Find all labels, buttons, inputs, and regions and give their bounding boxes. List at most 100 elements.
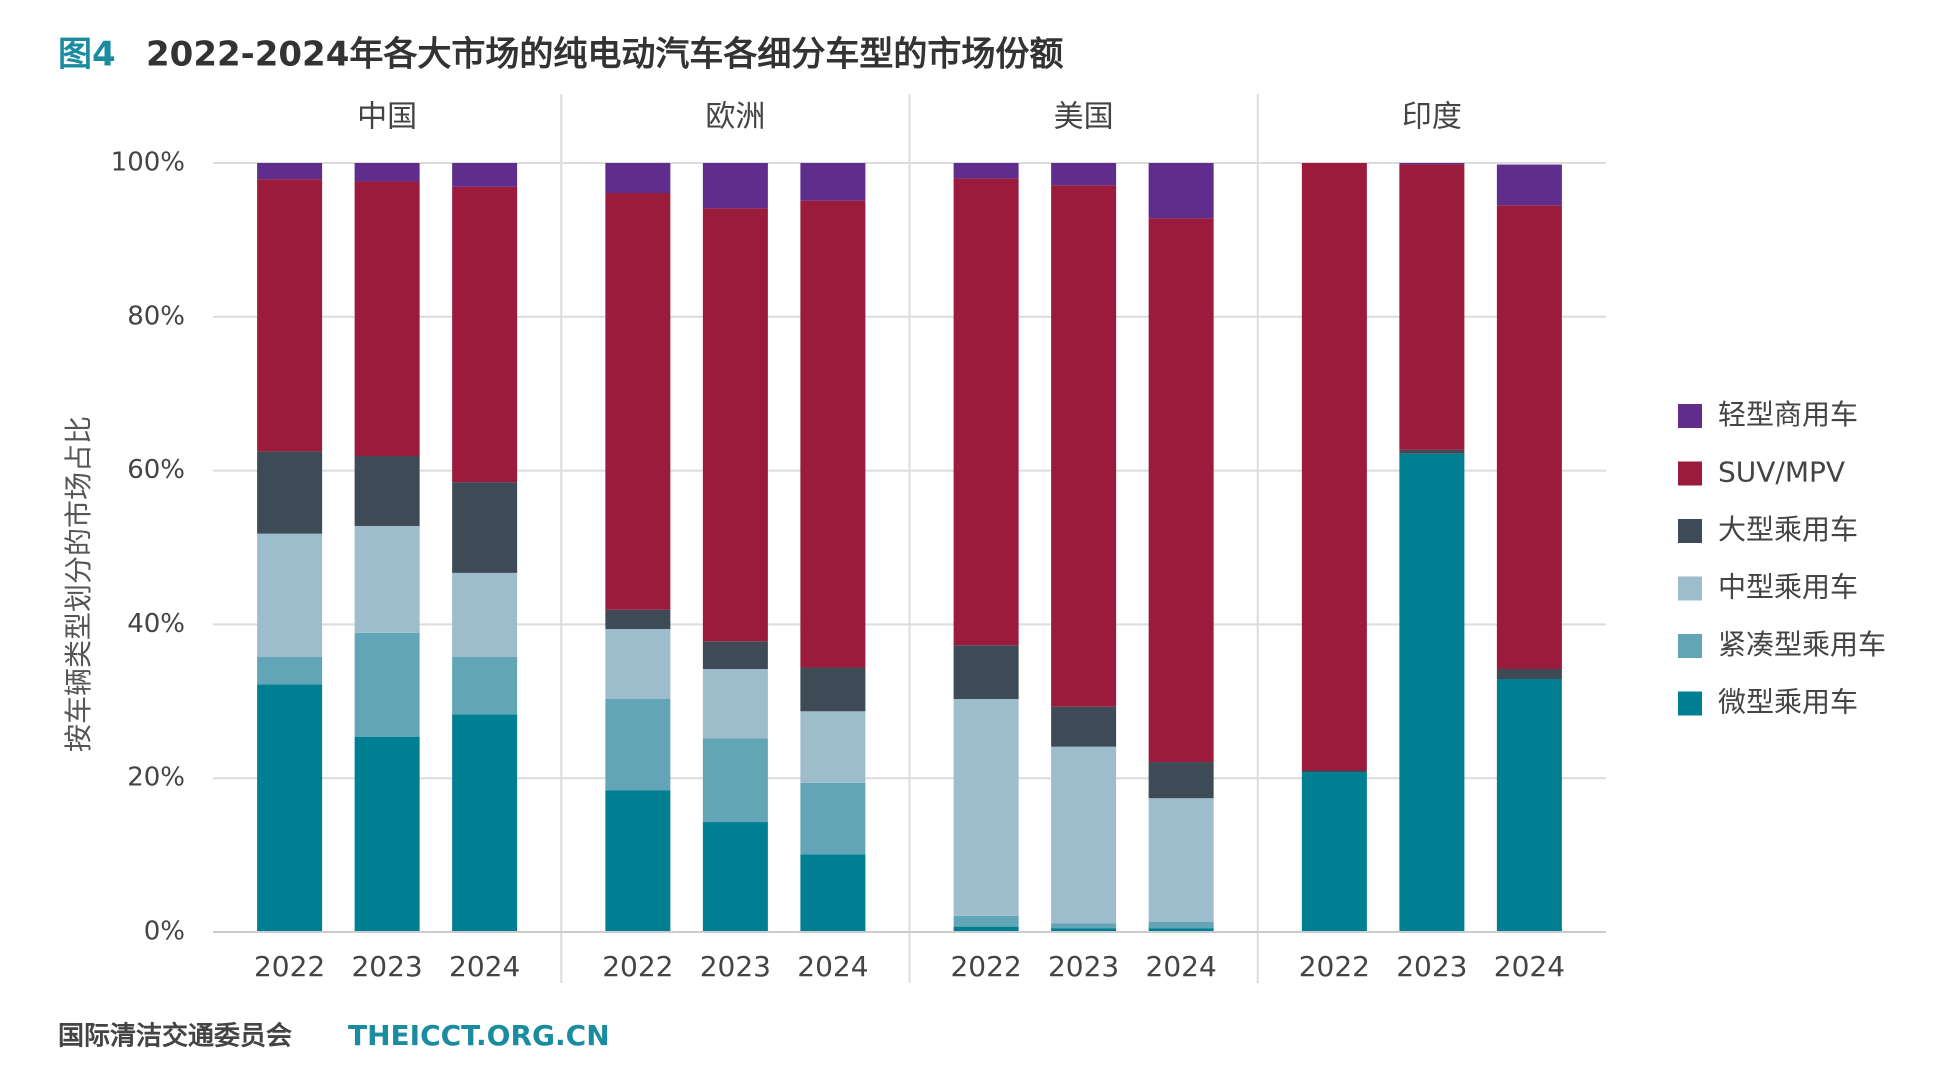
bar-segment	[1496, 678, 1562, 932]
bar-segment	[452, 163, 518, 187]
group-label: 欧洲	[705, 100, 765, 135]
bar-segment	[1051, 185, 1117, 707]
chart-title: 2022-2024年各大市场的纯电动汽车各细分车型的市场份额	[146, 35, 1063, 75]
bar-segment	[1148, 928, 1214, 932]
group-label: 美国	[1054, 100, 1114, 135]
y-tick-label: 0%	[144, 917, 185, 947]
bar-segment	[1399, 453, 1465, 932]
legend-swatch	[1678, 576, 1702, 601]
x-tick-label: 2024	[1494, 950, 1565, 983]
bar-segment	[605, 163, 671, 193]
bar-segment	[800, 667, 866, 712]
x-tick-label: 2022	[602, 950, 673, 983]
group-label: 中国	[357, 100, 417, 135]
figure-label: 图4	[58, 35, 116, 75]
bar-segment	[1148, 163, 1214, 219]
bar-segment	[257, 163, 323, 180]
y-tick-label: 80%	[127, 301, 185, 331]
bar-segment	[800, 163, 866, 201]
x-tick-label: 2023	[1396, 950, 1467, 983]
bar-segment	[257, 179, 323, 452]
legend-swatch	[1678, 634, 1702, 658]
x-tick-label: 2024	[1146, 950, 1217, 983]
bar-segment	[605, 698, 671, 791]
bar-segment	[1496, 205, 1562, 670]
bar-segment	[953, 698, 1019, 916]
bar-segment	[953, 915, 1019, 927]
bar-segment	[1399, 163, 1465, 165]
legend-label: 大型乘用车	[1718, 513, 1858, 546]
bar-segment	[800, 711, 866, 783]
bar-segment	[1051, 928, 1117, 932]
bar-segment	[452, 714, 518, 932]
bar-segment	[1496, 164, 1562, 206]
x-tick-label: 2023	[351, 950, 422, 983]
source: 国际清洁交通委员会	[58, 1021, 292, 1052]
bar-segment	[452, 572, 518, 657]
bar-segment	[1301, 163, 1367, 771]
bar-segment	[257, 684, 323, 932]
bar-segment	[354, 181, 420, 456]
bar-segment	[1301, 772, 1367, 932]
legend-label: SUV/MPV	[1718, 456, 1845, 489]
x-tick-label: 2024	[449, 950, 520, 983]
bar-segment	[702, 641, 768, 670]
bar-segment	[1148, 762, 1214, 799]
y-tick-label: 40%	[127, 609, 185, 639]
bar-segment	[1148, 922, 1214, 929]
bar-segment	[1148, 218, 1214, 763]
group-label: 印度	[1402, 100, 1462, 135]
bar-segment	[800, 200, 866, 668]
bar-segment	[702, 163, 768, 209]
bar-segment	[354, 525, 420, 633]
x-tick-label: 2022	[950, 950, 1021, 983]
y-axis-label: 按车辆类型划分的市场占比	[62, 416, 95, 752]
x-tick-label: 2023	[1048, 950, 1119, 983]
bar-segment	[953, 645, 1019, 699]
legend-swatch	[1678, 404, 1702, 428]
bar-segment	[354, 736, 420, 932]
bar-segment	[953, 163, 1019, 179]
bar-segment	[452, 482, 518, 573]
bar-segment	[354, 163, 420, 182]
bar-segment	[354, 455, 420, 526]
bar-segment	[702, 822, 768, 932]
x-tick-label: 2022	[1299, 950, 1370, 983]
bar-segment	[605, 609, 671, 630]
bar-segment	[257, 656, 323, 685]
bar-segment	[702, 738, 768, 823]
bar-segment	[1301, 770, 1367, 773]
y-tick-label: 100%	[111, 148, 185, 178]
bar-segment	[354, 632, 420, 737]
bar-segment	[257, 533, 323, 657]
bar-segment	[800, 782, 866, 855]
legend-label: 微型乘用车	[1718, 686, 1858, 719]
y-tick-label: 20%	[127, 763, 185, 793]
bar-segment	[605, 790, 671, 932]
bar-segment	[1496, 669, 1562, 679]
legend-swatch	[1678, 691, 1702, 716]
bar-segment	[1399, 164, 1465, 450]
bar-segment	[257, 451, 323, 534]
legend-label: 紧凑型乘用车	[1718, 628, 1886, 661]
legend-swatch	[1678, 461, 1702, 486]
bar-segment	[702, 208, 768, 642]
x-tick-label: 2022	[254, 950, 325, 983]
url: THEICCT.ORG.CN	[348, 1019, 610, 1052]
bar-segment	[605, 629, 671, 699]
x-tick-label: 2023	[700, 950, 771, 983]
legend-label: 轻型商用车	[1718, 398, 1858, 431]
bar-segment	[800, 854, 866, 932]
bar-segment	[452, 186, 518, 483]
y-tick-label: 60%	[127, 455, 185, 485]
bar-segment	[702, 669, 768, 739]
bar-segment	[953, 178, 1019, 646]
bar-segment	[953, 926, 1019, 932]
bar-segment	[1051, 746, 1117, 924]
bar-segment	[1399, 449, 1465, 454]
bar-segment	[452, 656, 518, 715]
legend-label: 中型乘用车	[1718, 571, 1858, 604]
legend-swatch	[1678, 519, 1702, 543]
bar-segment	[1051, 163, 1117, 186]
